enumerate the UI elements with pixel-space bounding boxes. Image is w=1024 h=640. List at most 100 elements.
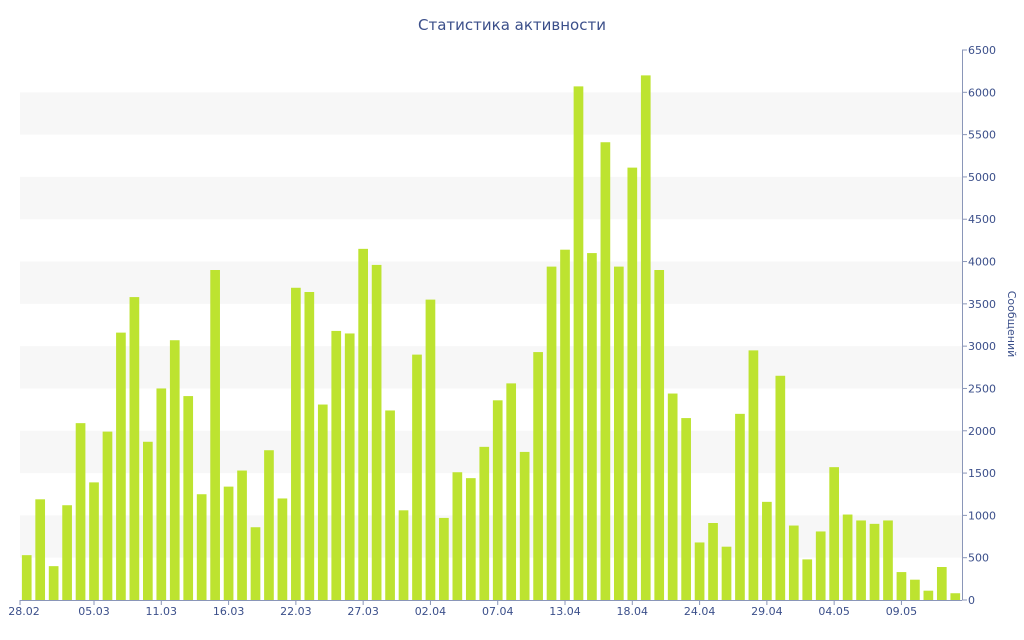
bar (735, 413, 745, 600)
x-tick-label: 09.05 (886, 605, 918, 618)
y-tick-label: 500 (968, 552, 989, 565)
chart-title: Статистика активности (418, 16, 606, 34)
y-tick-label: 3500 (968, 298, 996, 311)
bar-series (21, 75, 961, 601)
bar (519, 451, 530, 600)
y-tick-label: 1500 (968, 467, 996, 480)
grid-band (20, 92, 962, 135)
y-tick-label: 6500 (968, 44, 996, 57)
bar (48, 566, 59, 600)
bar (936, 567, 947, 600)
grid-band (20, 346, 962, 389)
bar (856, 520, 866, 600)
bar (815, 531, 826, 600)
bar (560, 249, 570, 600)
y-tick-label: 6000 (968, 86, 996, 99)
bar (923, 590, 934, 600)
bar (196, 494, 207, 600)
bar (788, 525, 799, 600)
bar (62, 505, 72, 600)
bar (452, 472, 463, 600)
bar (331, 330, 342, 600)
x-tick-label: 18.04 (617, 605, 649, 618)
y-axis-title: Сообщений (1005, 291, 1018, 358)
x-tick-label: 29.04 (751, 605, 783, 618)
bar (775, 375, 786, 600)
bar (75, 423, 86, 600)
bar (210, 270, 220, 600)
bar (721, 546, 732, 600)
y-tick-label: 3000 (968, 340, 996, 353)
bar (439, 517, 449, 600)
bar (89, 482, 99, 600)
axes (20, 50, 963, 601)
grid-band (20, 261, 962, 304)
bar (573, 86, 584, 600)
bar (102, 431, 113, 600)
bar (129, 297, 140, 600)
y-tick-label: 4000 (968, 256, 996, 269)
bar (829, 467, 839, 600)
y-tick-label: 2000 (968, 425, 996, 438)
bar (277, 498, 288, 600)
bar (291, 287, 301, 600)
bar (614, 266, 624, 600)
y-tick-label: 5500 (968, 129, 996, 142)
bar (223, 486, 234, 600)
x-tick-label: 28.02 (8, 605, 40, 618)
y-axis-ticks: 0 500 1000 1500 2000 2500 3000 3500 4000 4500 5000… (962, 44, 996, 607)
x-tick-label: 11.03 (146, 605, 178, 618)
x-tick-label: 16.03 (213, 605, 245, 618)
bar (479, 446, 490, 600)
bar (681, 418, 691, 600)
bar (317, 404, 328, 600)
bar (344, 333, 355, 600)
bar (667, 393, 678, 600)
x-tick-label: 02.04 (415, 605, 447, 618)
x-axis-ticks: 28.02 05.03 11.03 16.03 22.03 27.03 02.04 07.04… (8, 600, 917, 618)
bar (183, 396, 194, 600)
x-tick-label: 24.04 (684, 605, 716, 618)
y-tick-label: 2500 (968, 382, 996, 395)
bar (533, 352, 543, 600)
y-tick-label: 5000 (968, 171, 996, 184)
bar (21, 555, 32, 600)
bar (883, 520, 893, 600)
bar (869, 523, 880, 600)
bar (250, 527, 261, 600)
bar (506, 383, 517, 600)
y-tick-label: 0 (968, 594, 975, 607)
bar (910, 579, 920, 600)
bar (358, 248, 368, 600)
bar (802, 559, 813, 600)
bar (385, 410, 395, 600)
x-tick-label: 07.04 (482, 605, 514, 618)
grid-band (20, 176, 962, 220)
bar (600, 142, 611, 601)
bar (371, 264, 382, 600)
bar (425, 299, 436, 600)
y-tick-label: 4500 (968, 213, 996, 226)
bar (304, 292, 315, 600)
x-tick-label: 22.03 (280, 605, 312, 618)
bar (116, 332, 126, 600)
bar (896, 572, 907, 600)
bar (842, 514, 853, 600)
bar (264, 450, 274, 600)
bar (156, 388, 167, 600)
bar (35, 499, 46, 600)
bar (546, 266, 557, 600)
bar (708, 523, 718, 600)
bar (587, 253, 597, 600)
bar (654, 270, 665, 600)
bar (694, 542, 705, 600)
bar (950, 593, 961, 600)
x-tick-label: 04.05 (818, 605, 850, 618)
bar (465, 478, 476, 600)
bar (169, 340, 180, 600)
bar (748, 350, 759, 600)
x-tick-label: 05.03 (78, 605, 110, 618)
bar (143, 441, 153, 600)
x-tick-label: 27.03 (347, 605, 379, 618)
